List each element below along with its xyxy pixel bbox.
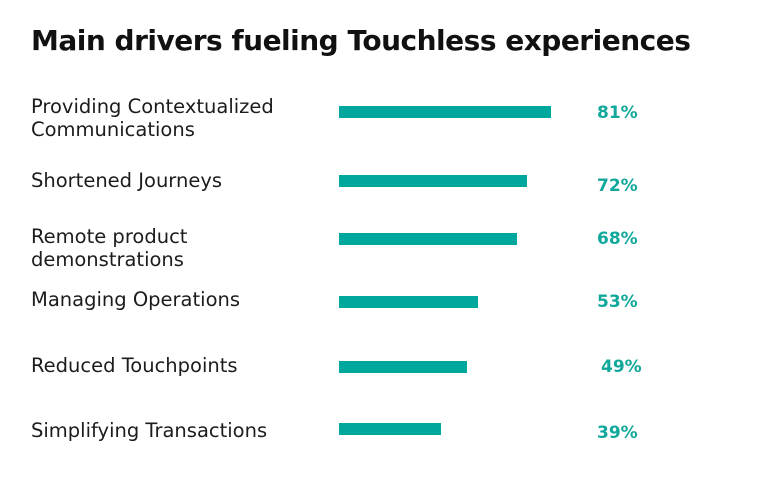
value-label: 72% (597, 176, 638, 196)
category-label-line: Remote product (31, 225, 188, 248)
bar (339, 423, 441, 435)
value-label: 53% (597, 292, 638, 312)
category-label: Providing Contextualized Communications (31, 95, 331, 141)
value-label: 81% (597, 103, 638, 123)
chart-title: Main drivers fueling Touchless experienc… (31, 24, 691, 57)
bar (339, 361, 467, 373)
value-label: 39% (597, 423, 638, 443)
category-label-line: Communications (31, 118, 195, 141)
value-label: 49% (601, 357, 642, 377)
bar (339, 106, 551, 118)
category-label-line: Simplifying Transactions (31, 419, 268, 442)
category-label: Remote product demonstrations (31, 225, 331, 271)
category-label-line: Providing Contextualized (31, 95, 274, 118)
category-label-line: Reduced Touchpoints (31, 354, 238, 377)
category-label: Shortened Journeys (31, 169, 331, 192)
category-label-line: Shortened Journeys (31, 169, 223, 192)
bar (339, 296, 478, 308)
category-label: Simplifying Transactions (31, 419, 331, 442)
category-label: Managing Operations (31, 288, 331, 311)
category-label-line: demonstrations (31, 248, 184, 271)
bar (339, 233, 517, 245)
value-label: 68% (597, 229, 638, 249)
category-label-line: Managing Operations (31, 288, 241, 311)
bar (339, 175, 527, 187)
category-label: Reduced Touchpoints (31, 354, 331, 377)
